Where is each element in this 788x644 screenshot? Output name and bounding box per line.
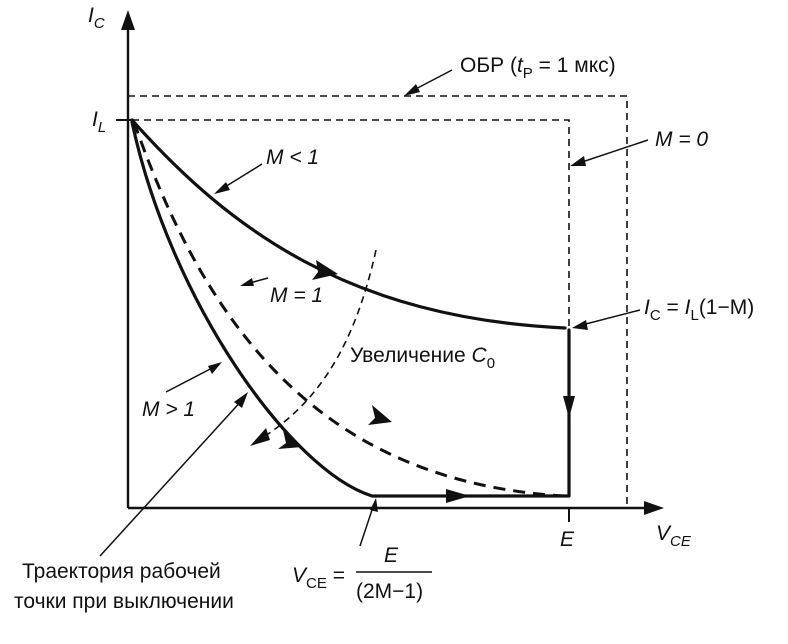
vce-eq-lhs: VCE = [292, 564, 345, 592]
increase-c0-arc [261, 249, 377, 439]
m-less-leader-arrow [214, 182, 230, 194]
curve-m-equals-arrow [368, 405, 392, 425]
vce-equation: VCE = E (2M−1) [292, 544, 432, 603]
leader-lines [99, 69, 649, 557]
y-axis-label: IC [88, 4, 105, 32]
trajectory-label-line1: Траектория рабочей [22, 560, 221, 583]
obr-leader-arrow [404, 84, 420, 96]
curve-m-less-arrow [312, 260, 338, 280]
m-zero-label: M = 0 [655, 128, 708, 151]
soa-boundary [128, 95, 628, 508]
il-label: IL [92, 108, 106, 136]
horizontal-segment-arrow [446, 489, 470, 503]
curve-m-greater-arrow [278, 430, 302, 449]
trajectory-leader [99, 397, 245, 557]
curve-m-greater-than-1 [130, 120, 570, 498]
curve-m-less-than-1 [130, 118, 567, 330]
ic-eq-leader-arrow [572, 320, 588, 330]
trajectory-leader-arrow [234, 392, 248, 408]
m-zero-leader [575, 139, 649, 165]
x-axis-arrowhead [644, 501, 664, 515]
vertical-drop-arrow [563, 396, 575, 418]
m-greater-label: M > 1 [142, 398, 195, 421]
trajectory-label-line2: точки при выключении [14, 590, 234, 613]
axes [121, 10, 664, 515]
obr-label: ОБР (tP = 1 мкс) [460, 54, 616, 82]
y-axis-arrowhead [121, 10, 135, 30]
ic-eq-leader [577, 309, 641, 327]
m-greater-leader-arrow [208, 362, 222, 374]
m-zero-leader-arrow [570, 156, 586, 166]
vce-eq-numerator: E [384, 544, 399, 567]
vce-eq-leader [359, 503, 375, 547]
vce-eq-leader-arrow [370, 498, 378, 512]
increase-c0-arrowhead [250, 428, 270, 446]
vce-eq-denominator: (2M−1) [356, 580, 423, 603]
m-one-label: M = 1 [270, 284, 323, 307]
m-greater-leader [165, 365, 217, 393]
m-less-label: M < 1 [266, 146, 319, 169]
curve-m-equals-1 [132, 121, 565, 498]
x-axis-label: VCE [656, 522, 692, 550]
m-one-leader-arrow [240, 278, 254, 286]
m-zero-trajectory [132, 119, 570, 330]
ic-eq-label: IC = IL(1−M) [644, 296, 754, 324]
e-label: E [560, 528, 575, 551]
increase-c0-label: Увеличение C0 [350, 344, 495, 372]
